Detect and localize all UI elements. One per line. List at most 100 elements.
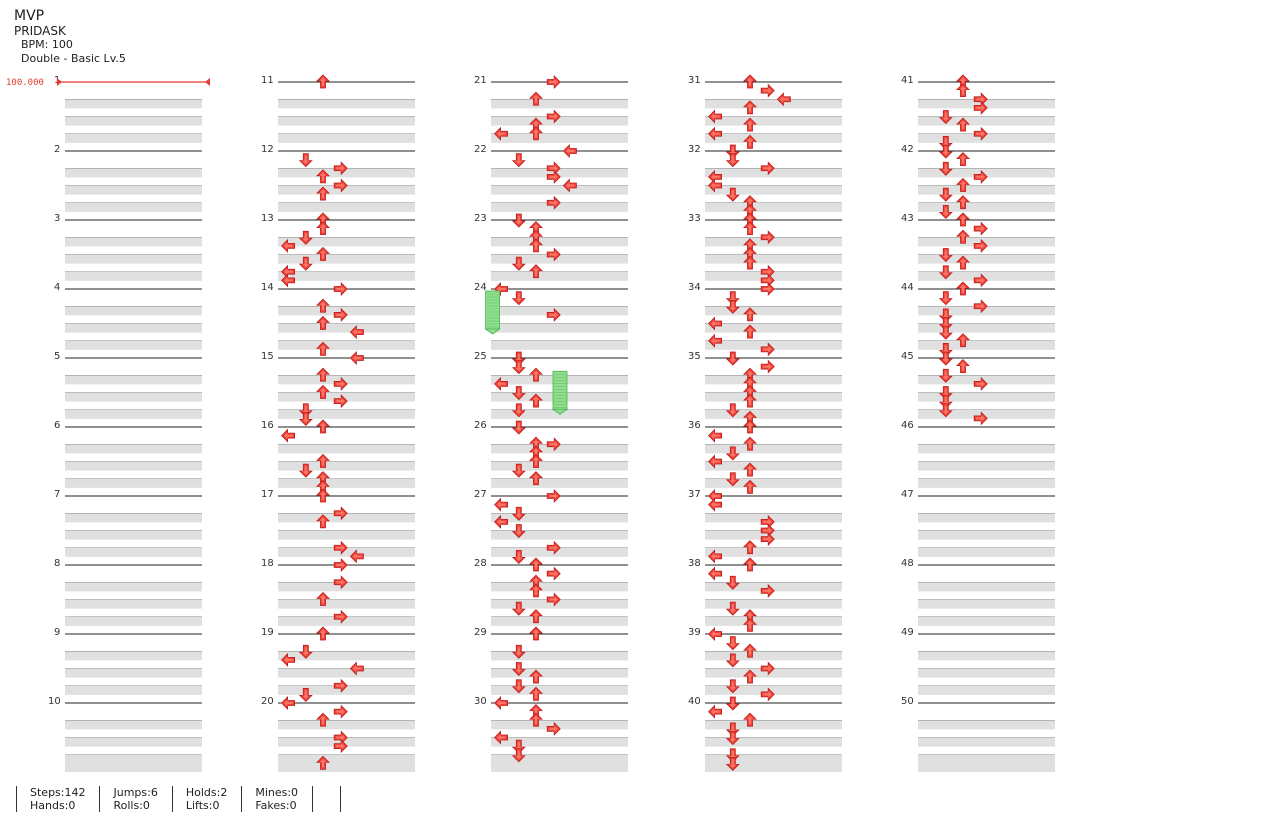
arrow-highlight [515,647,523,656]
step-arrow-right [546,195,561,210]
step-arrow-down [725,299,740,314]
step-arrow-left [776,92,791,107]
beat-band [65,685,202,695]
step-arrow-right [333,506,348,521]
arrow-highlight [729,655,737,665]
beat-band [491,271,628,281]
step-arrow-up [529,686,543,701]
end-band [918,762,1055,772]
arrow-highlight [746,310,754,319]
measure-block: 29 [474,627,628,695]
arrow-highlight [746,258,754,268]
arrow-highlight [336,397,345,405]
arrow-highlight [336,182,345,189]
step-arrow-up [529,712,543,727]
beat-band [918,99,1055,109]
arrow-highlight [729,699,737,708]
arrow-highlight [336,708,345,715]
beat-band [65,599,202,609]
arrow-highlight [336,164,345,172]
beat-band [705,237,842,247]
step-arrow-down [938,144,953,159]
beat-band [65,651,202,661]
step-arrow-right [546,437,561,452]
measure-block: 12 [261,144,415,212]
arrow-highlight [532,232,540,242]
measure-number: 12 [261,144,274,155]
beat-band [65,737,202,747]
measure-block: 3 [54,213,202,281]
beat-band [918,685,1055,695]
beat-band [491,185,628,195]
beat-band [918,754,1055,764]
arrow-highlight [746,646,754,656]
step-arrow-down [511,420,526,435]
measure-number: 23 [474,213,487,224]
step-arrow-left [708,316,722,331]
measure-number: 5 [54,351,60,362]
arrow-highlight [976,104,985,112]
step-arrow-left [708,627,722,641]
step-arrow-left [708,566,722,581]
step-arrow-right [546,489,561,503]
arrow-highlight [532,129,540,138]
step-arrow-left [708,497,722,512]
arrow-highlight [746,327,754,337]
beat-band [918,392,1055,402]
step-arrow-up [956,152,970,167]
arrow-highlight [515,423,523,432]
measure-block: 47 [901,489,1055,557]
measure-block: 42 [901,144,1055,212]
step-arrow-left [494,126,509,141]
beat-band [278,202,415,212]
step-arrow-up [956,117,970,132]
step-arrow-right [333,704,348,719]
arrow-highlight [549,199,558,207]
step-arrow-right [973,221,988,236]
arrow-highlight [711,501,720,508]
step-arrow-right [546,169,561,184]
step-arrow-right [333,178,348,193]
arrow-highlight [976,380,985,388]
beat-band [491,168,628,178]
arrow-highlight [284,656,293,664]
arrow-highlight [532,586,540,595]
step-arrow-right [760,342,775,357]
beat-band [491,599,628,609]
beat-band [918,461,1055,471]
step-arrow-down [725,153,740,168]
step-arrow-down [725,403,740,418]
step-arrow-down [725,636,740,651]
step-arrow-up [529,91,543,106]
step-arrow-up [529,557,543,572]
arrow-highlight [746,103,754,112]
song-title: MVP [14,8,45,24]
arrow-highlight [959,215,967,224]
arrow-highlight [515,466,523,475]
step-arrow-left [708,428,722,443]
step-arrow-up [316,514,330,529]
arrow-highlight [711,708,720,715]
arrow-highlight [746,560,754,569]
beat-band [278,754,415,764]
step-arrow-up [316,74,330,89]
step-arrow-down [511,213,526,228]
arrow-highlight [497,380,506,388]
measure-number: 26 [474,420,487,431]
step-arrow-left [708,549,722,564]
step-arrow-left [349,549,364,564]
step-arrow-left [708,126,722,141]
arrow-highlight [532,577,540,587]
measure-number: 47 [901,489,914,500]
arrow-highlight [532,448,540,457]
beat-band [278,599,415,609]
arrow-highlight [711,630,720,638]
step-arrow-up [956,281,970,296]
step-arrow-up [956,255,970,270]
arrow-highlight [319,250,327,259]
beat-band [65,461,202,471]
arrow-highlight [942,293,950,303]
arrow-highlight [763,665,772,672]
step-arrow-right [333,282,348,296]
step-arrow-left [281,238,296,253]
